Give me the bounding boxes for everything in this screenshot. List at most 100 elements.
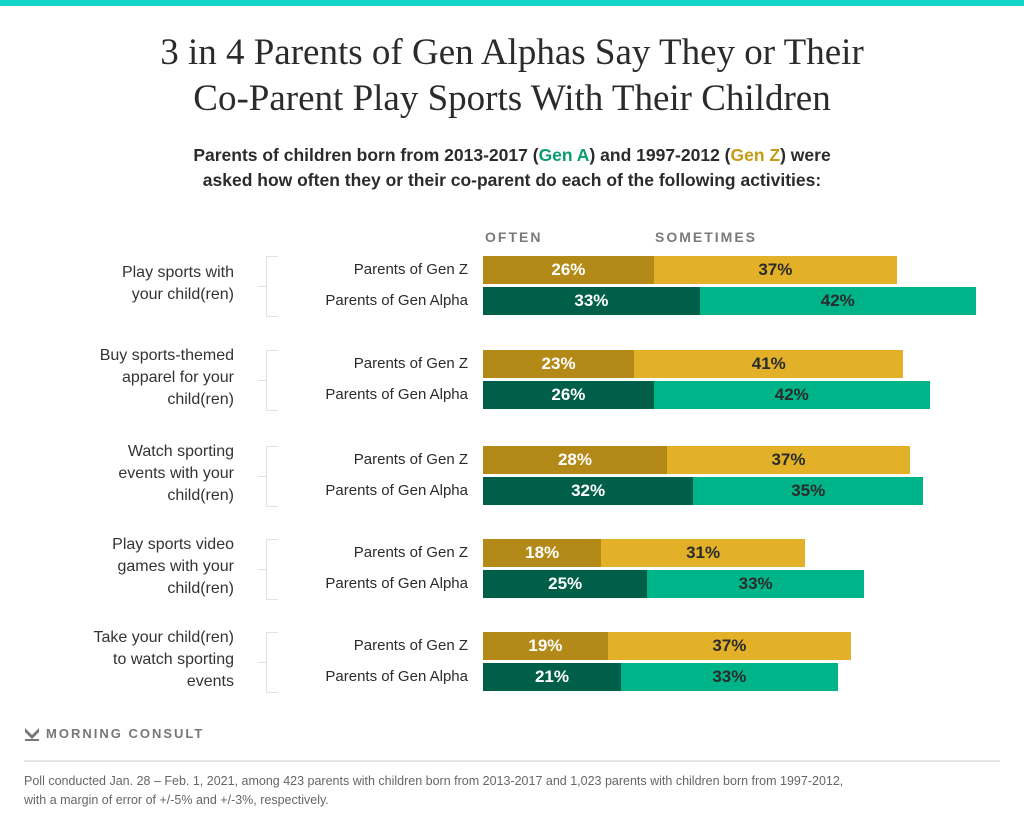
category-label: Watch sporting events with your child(ren)	[118, 441, 234, 507]
bar-sometimes-gen-z: 31%	[601, 539, 805, 567]
row-label-gen-alpha: Parents of Gen Alpha	[325, 292, 468, 309]
row-label-gen-z: Parents of Gen Z	[353, 261, 468, 278]
category-label: Play sports with your child(ren)	[122, 262, 234, 306]
footer-divider	[24, 760, 1000, 762]
category-label-line: Play sports with	[121, 263, 234, 281]
category-bracket	[266, 446, 278, 507]
category-label: Buy sports-themed apparel for your child(r…	[100, 345, 234, 411]
chart-title-line-1: 3 in 4 Parents of Gen Alphas Say They or…	[160, 32, 864, 73]
legend-sometimes: SOMETIMES	[655, 229, 758, 245]
morning-consult-logo-icon	[25, 727, 39, 741]
data-label: 28%	[557, 450, 592, 469]
bar-often-gen-alpha: 21%	[483, 663, 621, 691]
category-label-line: to watch sporting	[113, 650, 234, 668]
data-label: 37%	[712, 636, 747, 655]
row-label-gen-alpha: Parents of Gen Alpha	[325, 668, 468, 685]
data-label: 26%	[551, 260, 586, 279]
row-label-gen-z: Parents of Gen Z	[353, 355, 468, 372]
bar-often-gen-z: 18%	[483, 539, 602, 567]
category-label-line: Watch sporting	[127, 442, 234, 460]
row-label-gen-alpha: Parents of Gen Alpha	[325, 386, 468, 403]
bar-often-gen-alpha: 25%	[483, 570, 648, 598]
bar-sometimes-gen-alpha: 35%	[693, 477, 924, 505]
category-label-line: games with your	[117, 557, 235, 575]
bar-sometimes-gen-alpha: 42%	[653, 381, 930, 409]
data-label: 33%	[574, 291, 609, 310]
bar-often-gen-z: 28%	[483, 446, 667, 474]
data-label: 25%	[548, 574, 583, 593]
row-label-gen-alpha: Parents of Gen Alpha	[325, 482, 468, 499]
data-label: 33%	[712, 667, 747, 686]
category-label-line: events	[186, 672, 234, 690]
category-bracket-tick	[258, 379, 266, 381]
gen-z-highlight: Gen Z	[730, 145, 781, 165]
category-label-line: apparel for your	[121, 368, 234, 386]
footnote-line-2: with a margin of error of +/-5% and +/-3…	[24, 793, 329, 807]
gen-a-highlight: Gen A	[538, 145, 590, 165]
bar-sometimes-gen-alpha: 33%	[647, 570, 865, 598]
bar-often-gen-alpha: 33%	[483, 287, 700, 315]
category-label-line: child(ren)	[167, 579, 234, 597]
category-bracket	[266, 539, 278, 600]
data-label: 33%	[738, 574, 773, 593]
chart-subtitle: Parents of children born from 2013-2017 …	[0, 143, 1024, 193]
bar-often-gen-alpha: 32%	[483, 477, 694, 505]
data-label: 31%	[686, 543, 721, 562]
data-label: 23%	[541, 354, 576, 373]
category-bracket	[266, 256, 278, 317]
category-label: Play sports video games with your child(re…	[112, 534, 234, 600]
bar-often-gen-alpha: 26%	[483, 381, 654, 409]
subtitle-line-2: asked how often they or their co-parent …	[202, 170, 822, 190]
data-label: 37%	[771, 450, 806, 469]
category-bracket-tick	[258, 568, 266, 570]
morning-consult-logo: MORNING CONSULT	[24, 726, 204, 741]
data-label: 26%	[551, 385, 586, 404]
top-accent-bar	[0, 0, 1024, 6]
category-bracket-tick	[258, 285, 266, 287]
category-label-line: Take your child(ren)	[93, 628, 235, 646]
chart-title: 3 in 4 Parents of Gen Alphas Say They or…	[0, 30, 1024, 122]
data-label: 42%	[774, 385, 809, 404]
category-label-line: events with your	[118, 464, 234, 482]
bar-sometimes-gen-z: 41%	[634, 350, 904, 378]
category-bracket-tick	[258, 475, 266, 477]
category-bracket	[266, 350, 278, 411]
row-label-gen-z: Parents of Gen Z	[353, 451, 468, 468]
data-label: 41%	[751, 354, 786, 373]
data-label: 19%	[528, 636, 563, 655]
subtitle-text: ) were	[780, 145, 831, 165]
bar-sometimes-gen-alpha: 42%	[699, 287, 976, 315]
data-label: 35%	[791, 481, 826, 500]
bar-sometimes-gen-alpha: 33%	[620, 663, 838, 691]
category-bracket	[266, 632, 278, 693]
bar-sometimes-gen-z: 37%	[666, 446, 911, 474]
row-label-gen-z: Parents of Gen Z	[353, 544, 468, 561]
data-label: 18%	[525, 543, 560, 562]
category-bracket-tick	[258, 661, 266, 663]
data-label: 42%	[820, 291, 855, 310]
category-label: Take your child(ren) to watch sporting eve…	[94, 627, 235, 693]
subtitle-text: ) and 1997-2012 (	[589, 145, 731, 165]
category-label-line: child(ren)	[167, 390, 234, 408]
subtitle-text: Parents of children born from 2013-2017 …	[193, 145, 539, 165]
data-label: 32%	[571, 481, 606, 500]
logo-text: MORNING CONSULT	[46, 726, 205, 741]
category-label-line: child(ren)	[167, 486, 234, 504]
data-label: 37%	[758, 260, 793, 279]
bar-often-gen-z: 19%	[483, 632, 608, 660]
bar-often-gen-z: 26%	[483, 256, 654, 284]
bar-often-gen-z: 23%	[483, 350, 635, 378]
data-label: 21%	[534, 667, 569, 686]
bar-sometimes-gen-z: 37%	[653, 256, 897, 284]
category-label-line: Play sports video	[112, 535, 234, 553]
bar-sometimes-gen-z: 37%	[607, 632, 851, 660]
footnote: Poll conducted Jan. 28 – Feb. 1, 2021, a…	[24, 772, 1004, 810]
category-label-line: your child(ren)	[131, 285, 234, 303]
row-label-gen-alpha: Parents of Gen Alpha	[325, 575, 468, 592]
category-label-line: Buy sports-themed	[99, 346, 234, 364]
legend-often: OFTEN	[485, 229, 543, 245]
subtitle-line-1: Parents of children born from 2013-2017 …	[0, 143, 1024, 168]
row-label-gen-z: Parents of Gen Z	[353, 637, 468, 654]
chart-title-line-2: Co-Parent Play Sports With Their Childre…	[193, 78, 831, 119]
footnote-line-1: Poll conducted Jan. 28 – Feb. 1, 2021, a…	[24, 774, 844, 788]
